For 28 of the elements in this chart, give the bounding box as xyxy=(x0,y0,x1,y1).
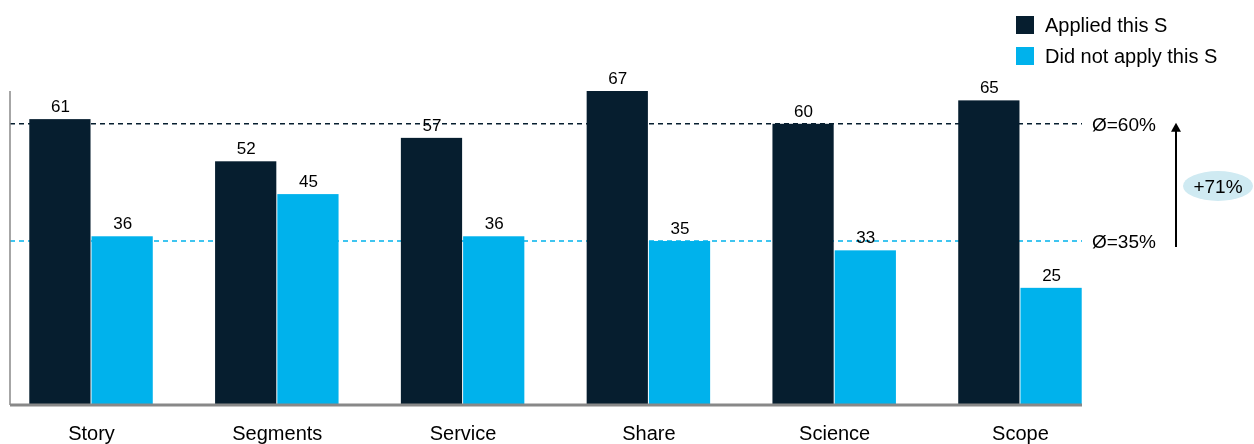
x-tick-label: Scope xyxy=(992,422,1049,444)
data-label: 33 xyxy=(856,228,876,248)
data-label: 65 xyxy=(979,78,999,98)
ref-line-label: Ø=35% xyxy=(1092,230,1157,252)
data-label: 52 xyxy=(236,139,256,159)
data-label: 35 xyxy=(670,218,690,238)
legend-label: Applied this S xyxy=(1045,14,1168,36)
x-tick-label: Science xyxy=(799,422,871,444)
data-label: 45 xyxy=(298,172,318,192)
ref-line-label: Ø=60% xyxy=(1092,113,1157,135)
bar xyxy=(834,250,896,405)
data-label: 36 xyxy=(113,214,133,234)
x-tick-label: Service xyxy=(429,422,497,444)
data-label: 25 xyxy=(1042,265,1062,285)
text: +71% xyxy=(1193,176,1243,197)
data-label: 60 xyxy=(794,101,814,121)
data-label: 36 xyxy=(484,214,504,234)
legend-label: Did not apply this S xyxy=(1045,45,1218,67)
bar xyxy=(215,161,277,405)
data-label: 57 xyxy=(422,115,442,135)
data-label: 67 xyxy=(608,69,628,88)
bar xyxy=(400,137,463,405)
x-tick-label: Segments xyxy=(232,422,323,444)
data-label: 61 xyxy=(50,97,70,117)
x-tick-label: Story xyxy=(68,422,115,444)
bar xyxy=(277,194,339,405)
x-tick-label: Share xyxy=(622,422,676,444)
bar xyxy=(1020,287,1082,405)
